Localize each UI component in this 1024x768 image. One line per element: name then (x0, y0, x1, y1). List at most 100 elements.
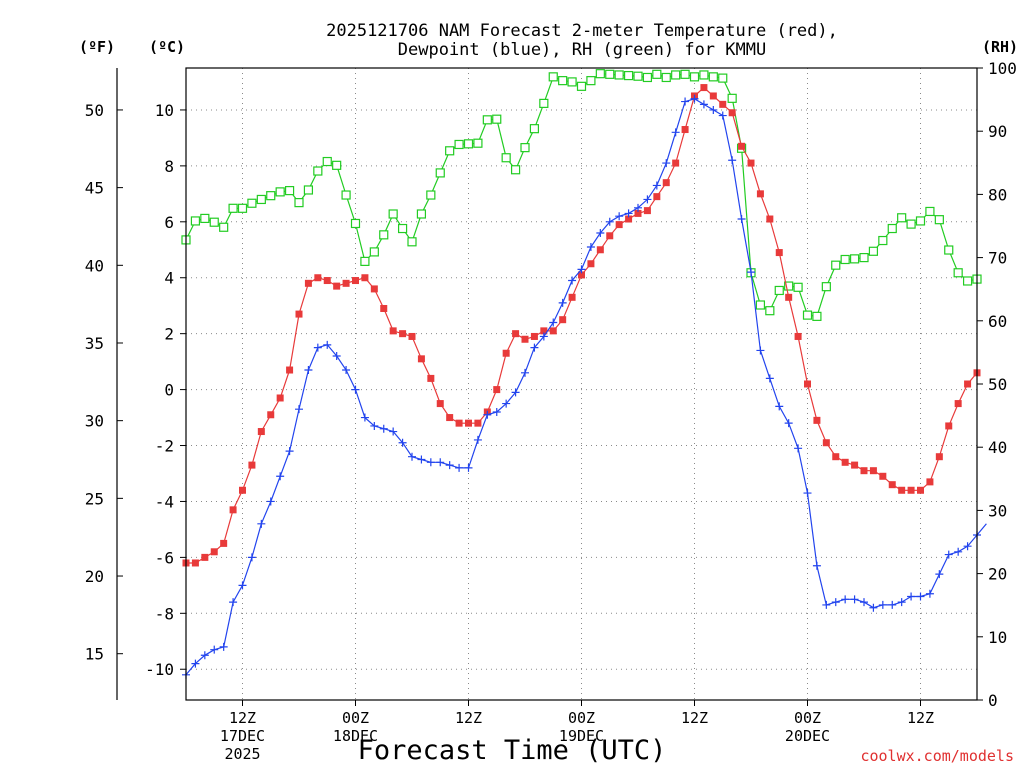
fahrenheit-tick-label: 45 (85, 179, 104, 198)
rh-point (953, 268, 963, 278)
temperature-point (295, 310, 303, 318)
temperature-point (502, 349, 510, 357)
temperature-point (427, 374, 435, 382)
dewpoint-point (219, 642, 228, 651)
rh-point (539, 98, 549, 108)
celsius-tick-label: -6 (155, 548, 174, 567)
x-tick-date-label: 19DEC (559, 727, 604, 745)
rh-tick-label: 80 (988, 185, 1007, 204)
dewpoint-point (502, 399, 511, 408)
rh-tick-label: 40 (988, 438, 1007, 457)
credit-label: coolwx.com/models (860, 747, 1014, 765)
rh-series (181, 69, 982, 321)
dewpoint-point (351, 385, 360, 394)
dewpoint-point (860, 598, 868, 607)
rh-point (774, 285, 784, 296)
fahrenheit-tick-label: 25 (85, 489, 104, 508)
dewpoint-point (925, 589, 934, 598)
temperature-point (926, 478, 934, 486)
x-tick-date-label: 18DEC (333, 727, 378, 745)
temperature-point (681, 126, 689, 134)
dewpoint-point (210, 645, 219, 654)
rh-point (671, 70, 681, 80)
dewpoint-point (662, 159, 671, 168)
dewpoint-point (907, 592, 916, 601)
rh-point (228, 203, 238, 213)
rh-point (482, 115, 492, 125)
x-axis-label: Forecast Time (UTC) (358, 735, 667, 766)
rh-point (661, 72, 671, 83)
rh-point (915, 216, 926, 226)
rh-point (209, 217, 219, 227)
rh-tick-label: 0 (988, 691, 998, 710)
temperature-point (709, 92, 717, 100)
rh-point (529, 124, 540, 134)
temperature-point (917, 486, 924, 494)
temperature-point (879, 472, 887, 480)
rh-point (388, 209, 398, 219)
temperature-point (333, 282, 341, 290)
rh-point (652, 69, 662, 79)
rh-point (200, 213, 210, 224)
rh-point (219, 222, 229, 232)
rh-point (868, 246, 879, 256)
rh-point (784, 281, 794, 291)
rh-point (313, 166, 323, 176)
rh-point (435, 168, 445, 178)
x-tick-date-label: 17DEC (220, 727, 265, 745)
temperature-point (323, 277, 331, 285)
temperature-point (954, 400, 962, 408)
dewpoint-point (511, 388, 520, 397)
temperature-point (785, 293, 793, 301)
rh-unit-label: (RH) (982, 38, 1018, 56)
temperature-point (201, 553, 209, 561)
dewpoint-point (417, 455, 426, 464)
dewpoint-point (464, 463, 473, 472)
dewpoint-point (737, 215, 746, 224)
rh-point (463, 139, 474, 149)
rh-point (633, 71, 643, 81)
fahrenheit-tick-label: 40 (85, 256, 104, 275)
rh-point (680, 69, 690, 79)
rh-point (614, 70, 624, 80)
rh-point (501, 153, 511, 163)
temperature-point (756, 190, 764, 198)
temperature-point (662, 179, 670, 187)
temperature-point (455, 419, 463, 427)
dewpoint-point (492, 407, 501, 416)
rh-point (878, 235, 888, 246)
temperature-point (559, 316, 567, 324)
temperature-point (257, 428, 265, 436)
dewpoint-point (473, 435, 482, 444)
rh-tick-label: 90 (988, 122, 1007, 141)
fahrenheit-unit-label: (ºF) (79, 38, 115, 56)
temperature-point (587, 260, 595, 268)
rh-point (322, 156, 332, 167)
temperature-point (775, 249, 783, 257)
rh-point (294, 198, 304, 208)
dewpoint-point (304, 366, 313, 375)
dewpoint-point (803, 489, 812, 498)
rh-point (416, 209, 427, 219)
dewpoint-point (615, 212, 624, 221)
rh-point (492, 114, 502, 124)
temperature-point (738, 142, 746, 150)
fahrenheit-tick-label: 50 (85, 101, 104, 120)
rh-point (802, 310, 813, 320)
dewpoint-point (916, 592, 925, 601)
rh-point (944, 245, 954, 255)
celsius-tick-label: 4 (164, 269, 174, 288)
dewpoint-point (445, 461, 454, 470)
temperature-point (465, 419, 472, 427)
dewpoint-point (313, 343, 322, 352)
rh-point (586, 76, 596, 86)
rh-point (576, 81, 587, 91)
celsius-tick-label: -8 (155, 604, 174, 623)
dewpoint-point (276, 472, 285, 481)
rh-point (284, 186, 295, 196)
dewpoint-point (191, 659, 200, 668)
dewpoint-point (323, 340, 332, 349)
dewpoint-point (681, 97, 690, 106)
rh-tick-label: 50 (988, 375, 1007, 394)
rh-tick-label: 70 (988, 249, 1007, 268)
